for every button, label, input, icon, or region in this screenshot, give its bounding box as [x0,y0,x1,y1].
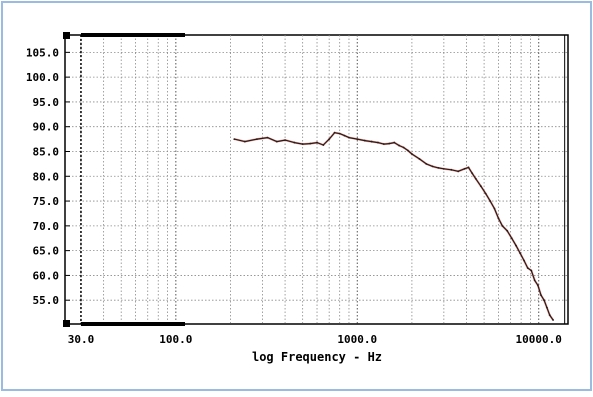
y-tick-label: 75.0 [33,195,60,208]
x-tick-label: 30.0 [68,333,95,346]
data-point [467,166,470,169]
x-tick-label: 10000.0 [516,333,562,346]
x-tick-label: 1000.0 [337,333,377,346]
data-point [457,170,460,173]
data-point [348,136,350,139]
data-point [543,299,545,302]
data-point [493,207,496,210]
data-point [275,140,278,143]
corner-mark [63,320,70,327]
y-tick-label: 90.0 [33,121,60,134]
data-point [548,314,551,316]
data-point [393,141,396,144]
data-point [510,237,513,240]
data-point [301,143,304,145]
data-point [328,138,331,140]
data-point [450,168,453,171]
data-point [552,319,554,321]
data-point [546,306,548,309]
corner-mark [63,32,70,39]
y-tick-label: 80.0 [33,170,60,183]
data-point [497,217,500,220]
data-point [406,149,409,152]
y-tick-label: 105.0 [26,46,59,59]
data-point [463,167,466,170]
plot-border [64,34,569,325]
data-point [474,177,477,180]
data-point [256,138,258,140]
data-point [284,139,286,141]
data-point [338,132,341,135]
data-point [243,140,246,143]
data-point [471,172,474,175]
data-point [506,229,509,232]
data-point [402,146,405,149]
data-point [266,136,269,139]
data-point [410,153,413,155]
x-tick-label: 100.0 [159,333,192,346]
data-point [515,244,517,247]
data-point [363,139,366,142]
y-tick-label: 55.0 [33,294,60,307]
y-tick-label: 65.0 [33,245,60,258]
scale-bars [63,32,185,327]
grid-lines [65,35,568,324]
data-point [540,294,542,297]
data-point [398,144,400,147]
data-point [526,267,529,269]
data-point [370,140,373,143]
data-point [533,279,536,282]
data-point [418,158,421,160]
data-point [322,144,325,146]
y-tick-label: 95.0 [33,96,60,109]
data-point [233,138,236,140]
y-tick-label: 85.0 [33,145,60,158]
data-point [316,141,318,144]
data-point [431,165,434,168]
data-point [501,224,504,227]
series-layer [233,131,555,321]
data-point [442,167,445,170]
x-axis-ticks: 30.0 100.0 1000.0 10000.0 [68,333,562,346]
y-axis-ticks: 55.0 60.0 65.0 70.0 75.0 80.0 85.0 90.0 95.0 100.… [26,46,70,307]
data-point [309,142,312,145]
y-tick-label: 100.0 [26,71,59,84]
outer-frame [1,1,592,391]
data-point [333,131,336,134]
data-point [382,143,385,145]
data-point [479,185,482,188]
data-point [523,259,525,262]
data-point [388,142,391,145]
data-point [437,166,440,169]
series-line [234,132,554,321]
data-point [356,138,359,140]
x-axis-label: log Frequency - Hz [252,350,382,364]
data-point [484,192,487,195]
data-point [519,252,522,255]
data-point [343,134,346,137]
data-point [293,141,296,144]
data-point [489,200,492,202]
data-point [377,141,379,144]
data-point [530,269,533,272]
y-tick-label: 60.0 [33,269,60,282]
data-point [537,284,539,287]
y-tick-label: 70.0 [33,220,60,233]
data-point [425,162,428,165]
